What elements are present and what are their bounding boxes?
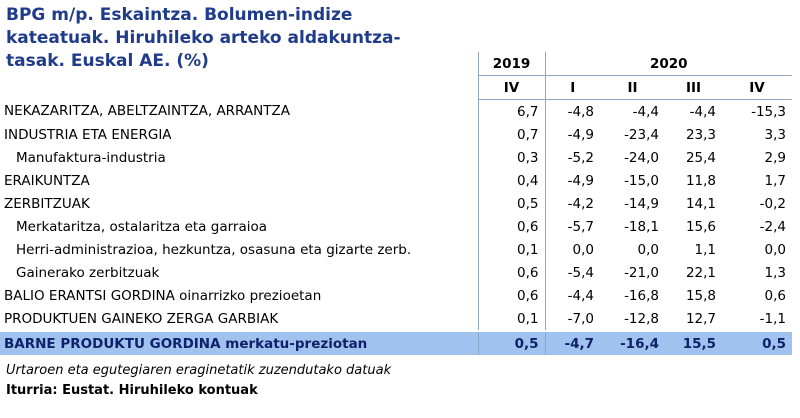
cell-value: 0,6 xyxy=(477,261,546,284)
cell-value: 23,3 xyxy=(685,126,716,143)
cell-value: -4,9 xyxy=(567,172,594,189)
cell-value: 2,9 xyxy=(764,149,787,166)
cell-value: 3,3 xyxy=(764,126,787,143)
row-label: ZERBITZUAK xyxy=(4,195,90,212)
data-row: Merkataritza, ostalaritza eta garraioa 0,… xyxy=(0,215,792,238)
row-label: Merkataritza, ostalaritza eta garraioa xyxy=(16,218,268,235)
cell-value: 15,5 xyxy=(665,332,722,355)
data-row: Gainerako zerbitzuak 0,6 -5,4 -21,0 22,1 1,3 xyxy=(0,261,792,284)
cell-value: -14,9 xyxy=(624,195,659,212)
cell-value: -5,7 xyxy=(567,218,594,235)
cell-value: 1,1 xyxy=(694,241,716,258)
year-header: 2020 xyxy=(545,52,793,76)
cell-value: 0,4 xyxy=(477,169,546,192)
cell-value: 0,6 xyxy=(764,287,787,304)
cell-value: -4,8 xyxy=(567,103,594,120)
data-row: BALIO ERANTSI GORDINA oinarrizko prezioe… xyxy=(0,284,792,307)
quarter-header: II xyxy=(600,75,665,100)
cell-value: -16,8 xyxy=(624,287,659,304)
blank-cell xyxy=(0,52,478,76)
data-row: ERAIKUNTZA 0,4 -4,9 -15,0 11,8 1,7 xyxy=(0,169,792,192)
cell-value: -4,4 xyxy=(689,103,716,120)
cell-value: 15,6 xyxy=(685,218,716,235)
cell-value: 0,0 xyxy=(637,241,659,258)
cell-value: -15,3 xyxy=(751,103,787,120)
cell-value: -5,2 xyxy=(567,149,594,166)
cell-value: -4,9 xyxy=(567,126,594,143)
quarter-header: III xyxy=(665,75,722,100)
data-row: NEKAZARITZA, ABELTZAINTZA, ARRANTZA 6,7 -4… xyxy=(0,99,792,123)
cell-value: -5,4 xyxy=(567,264,594,281)
cell-value: 0,5 xyxy=(722,332,793,355)
cell-value: 0,0 xyxy=(764,241,787,258)
cell-value: 0,1 xyxy=(477,238,546,261)
cell-value: 12,7 xyxy=(685,310,716,327)
blank-cell xyxy=(0,76,478,100)
data-row: INDUSTRIA ETA ENERGIA 0,7 -4,9 -23,4 23,3 3,3 xyxy=(0,123,792,146)
cell-value: 0,5 xyxy=(477,332,546,355)
cell-value: 6,7 xyxy=(477,99,546,123)
cell-value: 25,4 xyxy=(685,149,716,166)
cell-value: 0,5 xyxy=(477,192,546,215)
row-label: Gainerako zerbitzuak xyxy=(16,264,160,281)
header-row: IV I II III IV xyxy=(0,75,793,100)
year-header: 2019 xyxy=(477,52,546,76)
cell-value: -23,4 xyxy=(624,126,659,143)
cell-value: -2,4 xyxy=(759,218,787,235)
cell-value: 11,8 xyxy=(685,172,716,189)
cell-value: 1,7 xyxy=(764,172,787,189)
row-label: Herri-administrazioa, hezkuntza, osasuna… xyxy=(16,241,412,258)
cell-value: 0,6 xyxy=(477,215,546,238)
data-row: Manufaktura-industria 0,3 -5,2 -24,0 25,4 2,9 xyxy=(0,146,792,169)
cell-value: -4,4 xyxy=(567,287,594,304)
cell-value: -4,2 xyxy=(567,195,594,212)
cell-value: -18,1 xyxy=(624,218,659,235)
total-row: BARNE PRODUKTU GORDINA merkatu-preziotan… xyxy=(0,332,793,355)
cell-value: -16,4 xyxy=(600,332,665,355)
footnote: Urtaroen eta egutegiaren eraginetatik zu… xyxy=(6,363,392,378)
cell-value: -21,0 xyxy=(624,264,659,281)
data-row: PRODUKTUEN GAINEKO ZERGA GARBIAK 0,1 -7,0 -… xyxy=(0,307,792,330)
title: BPG m/p. Eskaintza. Bolumen-indize katea… xyxy=(6,5,401,71)
cell-value: 22,1 xyxy=(685,264,716,281)
cell-value: 14,1 xyxy=(685,195,716,212)
cell-value: -7,0 xyxy=(567,310,594,327)
row-label: ERAIKUNTZA xyxy=(4,172,90,189)
cell-value: -15,0 xyxy=(624,172,659,189)
cell-value: 0,1 xyxy=(477,307,546,330)
cell-value: 1,3 xyxy=(764,264,787,281)
cell-value: 0,6 xyxy=(477,284,546,307)
source: Iturria: Eustat. Hiruhileko kontuak xyxy=(6,383,258,398)
data-table: 2019 2020 IV I II III IV NEKAZARITZA, ABELTZAIN… xyxy=(0,52,793,355)
cell-value: -12,8 xyxy=(624,310,659,327)
cell-value: 15,8 xyxy=(685,287,716,304)
quarter-header: IV xyxy=(722,75,793,100)
cell-value: -0,2 xyxy=(759,195,787,212)
data-row: ZERBITZUAK 0,5 -4,2 -14,9 14,1 -0,2 xyxy=(0,192,792,215)
row-label: Manufaktura-industria xyxy=(16,149,166,166)
data-row: Herri-administrazioa, hezkuntza, osasuna… xyxy=(0,238,792,261)
cell-value: 0,3 xyxy=(477,146,546,169)
row-label: BALIO ERANTSI GORDINA oinarrizko prezioe… xyxy=(4,287,322,304)
cell-value: 0,7 xyxy=(477,123,546,146)
cell-value: -4,4 xyxy=(632,103,659,120)
row-label: INDUSTRIA ETA ENERGIA xyxy=(4,126,172,143)
cell-value: 0,0 xyxy=(572,241,594,258)
row-label: NEKAZARITZA, ABELTZAINTZA, ARRANTZA xyxy=(4,103,290,120)
quarter-header: IV xyxy=(477,75,546,100)
header-row: 2019 2020 xyxy=(0,52,793,76)
cell-value: -4,7 xyxy=(545,332,600,355)
row-label: BARNE PRODUKTU GORDINA merkatu-preziotan xyxy=(0,332,478,355)
cell-value: -24,0 xyxy=(624,149,659,166)
row-label: PRODUKTUEN GAINEKO ZERGA GARBIAK xyxy=(4,310,279,327)
cell-value: -1,1 xyxy=(759,310,787,327)
quarter-header: I xyxy=(545,75,600,100)
